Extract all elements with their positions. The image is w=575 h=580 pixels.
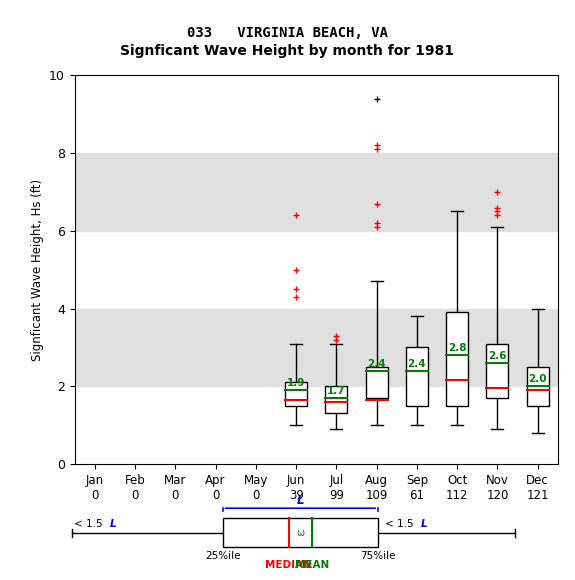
Bar [527,367,549,406]
Text: MEDIAN: MEDIAN [265,560,312,570]
Text: 1.7: 1.7 [327,386,346,396]
Text: MEAN: MEAN [295,560,329,570]
Text: < 1.5: < 1.5 [74,520,106,530]
Bar [446,313,468,406]
Text: L: L [297,494,304,507]
Text: L: L [420,520,427,530]
Text: 2.0: 2.0 [528,374,547,385]
Text: 25%ile: 25%ile [205,551,240,561]
Bar [75,309,558,386]
Bar [285,382,307,406]
Bar [223,519,378,548]
Text: ω: ω [296,528,304,538]
Text: < 1.5: < 1.5 [385,520,417,530]
Bar [486,343,508,398]
Text: 2.4: 2.4 [367,359,386,369]
Text: 033   VIRGINIA BEACH, VA: 033 VIRGINIA BEACH, VA [187,26,388,40]
Text: Signficant Wave Height by month for 1981: Signficant Wave Height by month for 1981 [121,44,454,57]
Y-axis label: Signficant Wave Height, Hs (ft): Signficant Wave Height, Hs (ft) [30,179,44,361]
Text: 2.6: 2.6 [488,351,507,361]
Bar [75,153,558,231]
Bar [406,347,428,406]
Bar [366,367,388,398]
Bar [325,386,347,414]
Text: 2.8: 2.8 [448,343,466,353]
Text: 2.4: 2.4 [408,359,426,369]
Text: 1.9: 1.9 [287,378,305,388]
Text: 75%ile: 75%ile [361,551,396,561]
Text: L: L [109,520,116,530]
